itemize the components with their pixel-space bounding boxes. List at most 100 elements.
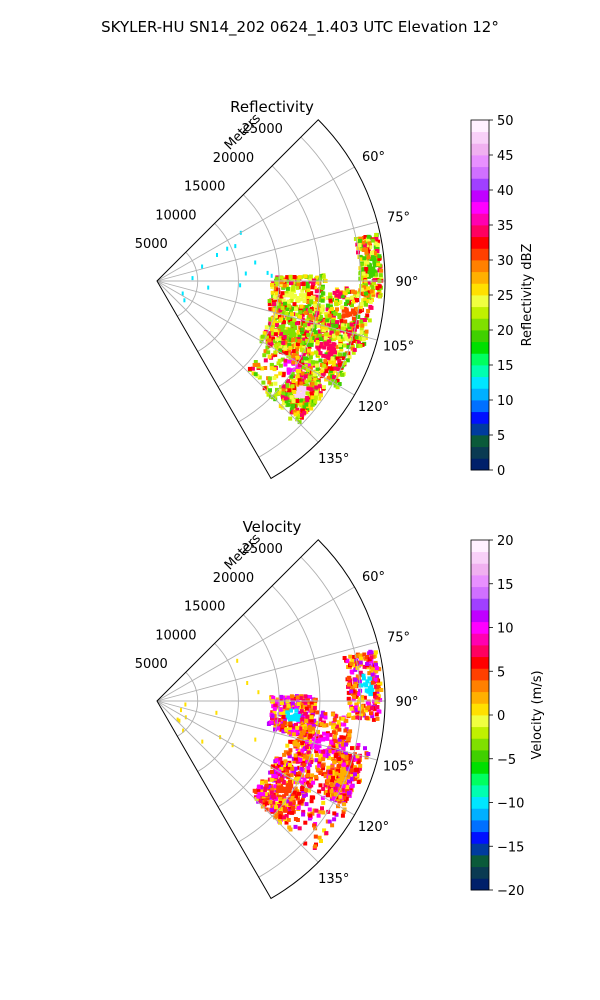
- echo-cell: [337, 315, 342, 320]
- echo-cell: [290, 766, 295, 771]
- echo-cell: [335, 364, 340, 369]
- echo-cell: [332, 369, 337, 374]
- echo-cell: [287, 810, 291, 815]
- colorbar-segment: [471, 283, 489, 296]
- colorbar-segment: [471, 610, 489, 623]
- echo-cell: [369, 270, 374, 275]
- echo-cell: [320, 710, 325, 715]
- echo-cell: [334, 744, 339, 748]
- echo-cell: [319, 341, 324, 346]
- echo-cell: [292, 770, 296, 775]
- echo-cell: [269, 777, 274, 782]
- colorbar-segment: [471, 341, 489, 354]
- echo-cell: [300, 327, 305, 332]
- echo-cell: [341, 735, 346, 740]
- echo-cell: [273, 352, 278, 357]
- echo-cell: [337, 382, 342, 386]
- echo-cell: [330, 712, 335, 717]
- echo-cell: [307, 302, 312, 307]
- echo-cell: [265, 796, 270, 801]
- echo-cell: [331, 775, 335, 780]
- echo-cell: [307, 763, 312, 768]
- echo-cell: [377, 289, 382, 294]
- colorbar-segment: [471, 785, 489, 798]
- echo-cell: [320, 304, 325, 309]
- echo-cell: [306, 288, 311, 293]
- echo-cell: [354, 708, 359, 713]
- echo-cell: [278, 363, 283, 368]
- echo-cell: [361, 712, 366, 717]
- echo-cell: [357, 691, 362, 696]
- echo-cell: [346, 682, 351, 687]
- echo-cell: [345, 358, 350, 363]
- echo-cell: [371, 699, 376, 704]
- colorbar-segment: [471, 691, 489, 704]
- echo-cell: [290, 368, 294, 373]
- echo-cell: [302, 705, 307, 710]
- echo-cell: [345, 760, 350, 765]
- azimuth-spoke: [156, 280, 355, 396]
- echo-cell: [288, 827, 293, 832]
- echo-cell: [326, 323, 331, 328]
- echo-cell: [374, 684, 379, 689]
- radial-tick-label: 20000: [213, 151, 254, 166]
- echo-cell: [270, 331, 275, 336]
- echo-cell: [292, 759, 297, 764]
- echo-cell: [359, 656, 363, 661]
- echo-cell: [289, 329, 294, 333]
- echo-cell: [308, 309, 313, 314]
- echo-cell: [337, 727, 342, 732]
- echo-cell: [292, 275, 297, 279]
- echo-cell: [342, 313, 347, 318]
- echo-cell: [347, 779, 351, 784]
- colorbar-segment: [471, 796, 489, 809]
- echo-cell: [317, 835, 322, 840]
- azimuth-spoke: [156, 700, 319, 863]
- echo-cell: [342, 795, 346, 800]
- echo-cell: [302, 763, 307, 768]
- echo-cell: [296, 296, 300, 300]
- echo-cell: [276, 787, 281, 792]
- azimuth-spoke: [156, 700, 378, 761]
- echo-cell: [269, 790, 274, 795]
- echo-cell: [303, 726, 308, 731]
- echo-cell: [309, 795, 314, 800]
- echo-cell: [359, 262, 364, 267]
- echo-cell: [291, 732, 296, 737]
- echo-cell: [315, 710, 320, 715]
- echo-cell: [323, 783, 328, 788]
- echo-cell: [308, 311, 313, 316]
- echo-cell: [312, 823, 317, 828]
- echo-cell: [331, 796, 336, 801]
- echo-cell: [356, 344, 360, 349]
- colorbar-segment: [471, 423, 489, 436]
- echo-cell: [308, 813, 313, 818]
- echo-cell: [269, 769, 274, 774]
- echo-cell: [357, 323, 362, 327]
- echo-cell: [353, 772, 357, 777]
- echo-cell: [314, 774, 318, 779]
- echo-cell: [270, 714, 275, 719]
- echo-cell: [277, 810, 282, 815]
- echo-cell: [355, 745, 360, 750]
- echo-cell: [314, 391, 319, 396]
- echo-cell: [333, 366, 338, 371]
- echo-cell: [264, 335, 269, 340]
- echo-cell: [295, 285, 300, 290]
- velocity-radial-ticks: 5000 10000 15000 20000 25000: [135, 542, 283, 672]
- echo-cell: [280, 789, 285, 794]
- echo-cell: [374, 712, 379, 717]
- echo-cell: [260, 334, 265, 339]
- echo-cell: [275, 758, 279, 763]
- colorbar-segment: [471, 726, 489, 739]
- echo-cell: [333, 345, 338, 350]
- echo-cell: [349, 689, 354, 694]
- echo-cell: [310, 336, 315, 340]
- echo-cell: [284, 351, 289, 355]
- echo-cell: [305, 330, 310, 335]
- colorbar-segment: [471, 260, 489, 273]
- echo-cell: [269, 808, 274, 813]
- reflectivity-colorbar: 0 5 10 15 20 25 30 35 40 45 50: [470, 114, 514, 479]
- echo-cell: [325, 318, 330, 323]
- velocity-grid: [156, 539, 386, 900]
